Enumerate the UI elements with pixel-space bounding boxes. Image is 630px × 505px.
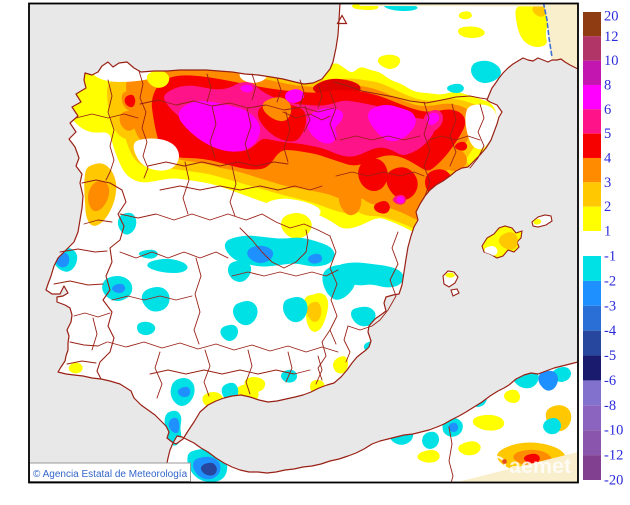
svg-text:10: 10 [604,53,619,69]
svg-text:3: 3 [604,175,611,191]
svg-text:-10: -10 [604,423,623,439]
svg-text:-2: -2 [604,273,616,289]
svg-text:2: 2 [604,199,611,215]
svg-text:-3: -3 [604,298,616,314]
svg-text:12: 12 [604,29,619,45]
svg-text:-1: -1 [604,249,616,265]
svg-text:-4: -4 [604,323,617,339]
svg-text:20: 20 [604,9,619,25]
svg-text:-5: -5 [604,348,616,364]
svg-text:© Agencia Estatal de Meteorolo: © Agencia Estatal de Meteorología [33,469,188,480]
svg-text:5: 5 [604,126,611,142]
svg-text:-6: -6 [604,373,616,389]
svg-text:6: 6 [604,102,611,118]
svg-text:1: 1 [604,224,611,240]
svg-text:-8: -8 [604,398,616,414]
svg-text:-20: -20 [604,473,623,489]
svg-text:-12: -12 [604,448,623,464]
svg-text:aemet: aemet [509,454,571,478]
svg-text:8: 8 [604,78,611,94]
svg-text:4: 4 [604,151,612,167]
